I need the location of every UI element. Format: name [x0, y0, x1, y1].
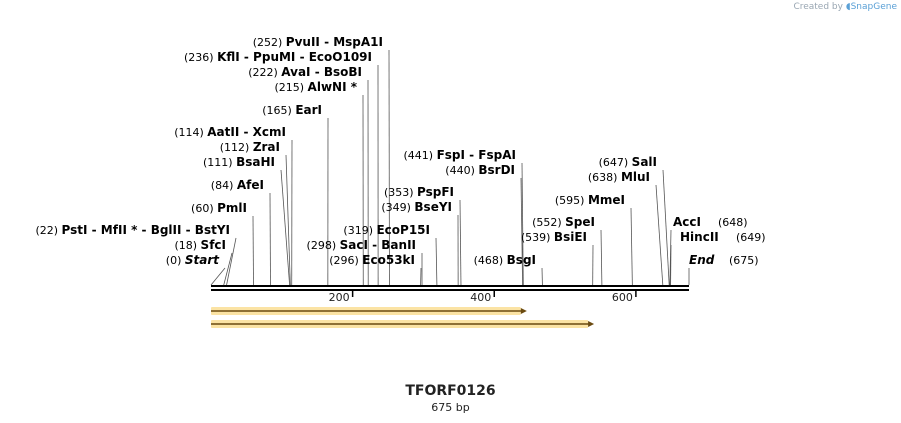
site-label: (252) PvuII - MspA1I [253, 35, 383, 49]
site-label: (222) AvaI - BsoBI [248, 65, 362, 79]
site-leader-line [669, 229, 672, 286]
sequence-length: 675 bp [431, 401, 470, 414]
site-label: (215) AlwNI * [274, 80, 357, 94]
site-label: (60) PmlI [191, 201, 247, 215]
site-label: (165) EarI [262, 103, 322, 117]
site-label: (468) BsgI [474, 253, 536, 267]
site-leader-line [223, 252, 233, 286]
site-label: End [689, 253, 715, 267]
site-leader-line [600, 229, 603, 286]
watermark-brand: SnapGene [850, 2, 897, 12]
site-label: (647) SalI [599, 155, 657, 169]
site-leader-line [521, 162, 524, 286]
site-label: (595) MmeI [555, 193, 625, 207]
site-label: AccI [673, 215, 701, 229]
feature-arrow-head [520, 308, 527, 314]
site-label: (319) EcoP15I [343, 223, 430, 237]
axis-tick-label: 200 [329, 291, 350, 304]
site-position-label: (648) [718, 216, 748, 229]
site-label: (638) MluI [588, 170, 650, 184]
site-label: (111) BsaHI [203, 155, 275, 169]
site-label: (296) Eco53kI [329, 253, 415, 267]
site-label: (112) ZraI [220, 140, 280, 154]
site-leader-line [655, 184, 664, 286]
feature-arrow-head [588, 321, 595, 327]
site-label: (298) SacI - BanII [307, 238, 416, 252]
site-label: (552) SpeI [532, 215, 595, 229]
backbone-top-strand [211, 285, 689, 287]
site-leader-line [210, 267, 226, 286]
site-position-label: (675) [729, 254, 759, 267]
site-label: (353) PspFI [384, 185, 454, 199]
site-label: HincII [680, 230, 719, 244]
site-label: (236) KflI - PpuMI - EcoO109I [184, 50, 372, 64]
site-label: (84) AfeI [211, 178, 264, 192]
site-label: (0) Start [166, 253, 220, 267]
site-leader-line [459, 199, 462, 286]
site-label: (18) SfcI [174, 238, 226, 252]
site-label: (22) PstI - MfII * - BglII - BstYI [35, 223, 230, 237]
snapgene-logo-icon: ◖ [845, 2, 851, 12]
axis-tick-label: 400 [470, 291, 491, 304]
watermark-prefix: Created by [793, 2, 843, 12]
sequence-title: TFORF0126 [405, 383, 496, 399]
snapgene-watermark: Created by ◖SnapGene [793, 2, 897, 12]
site-leader-line [520, 177, 523, 286]
site-leader-line [226, 237, 237, 286]
site-position-label: (649) [736, 231, 766, 244]
site-label: (539) BsiEI [521, 230, 587, 244]
axis-tick-label: 600 [612, 291, 633, 304]
site-label: (114) AatII - XcmI [174, 125, 286, 139]
backbone-bottom-strand [211, 289, 689, 291]
site-leader-line [662, 169, 670, 286]
site-label: (349) BseYI [381, 200, 452, 214]
site-label: (440) BsrDI [445, 163, 515, 177]
site-leader-line [630, 207, 633, 286]
site-leader-line [285, 154, 291, 286]
site-leader-line [280, 169, 291, 286]
site-leader-line [435, 237, 438, 286]
site-label: (441) FspI - FspAI [404, 148, 517, 162]
